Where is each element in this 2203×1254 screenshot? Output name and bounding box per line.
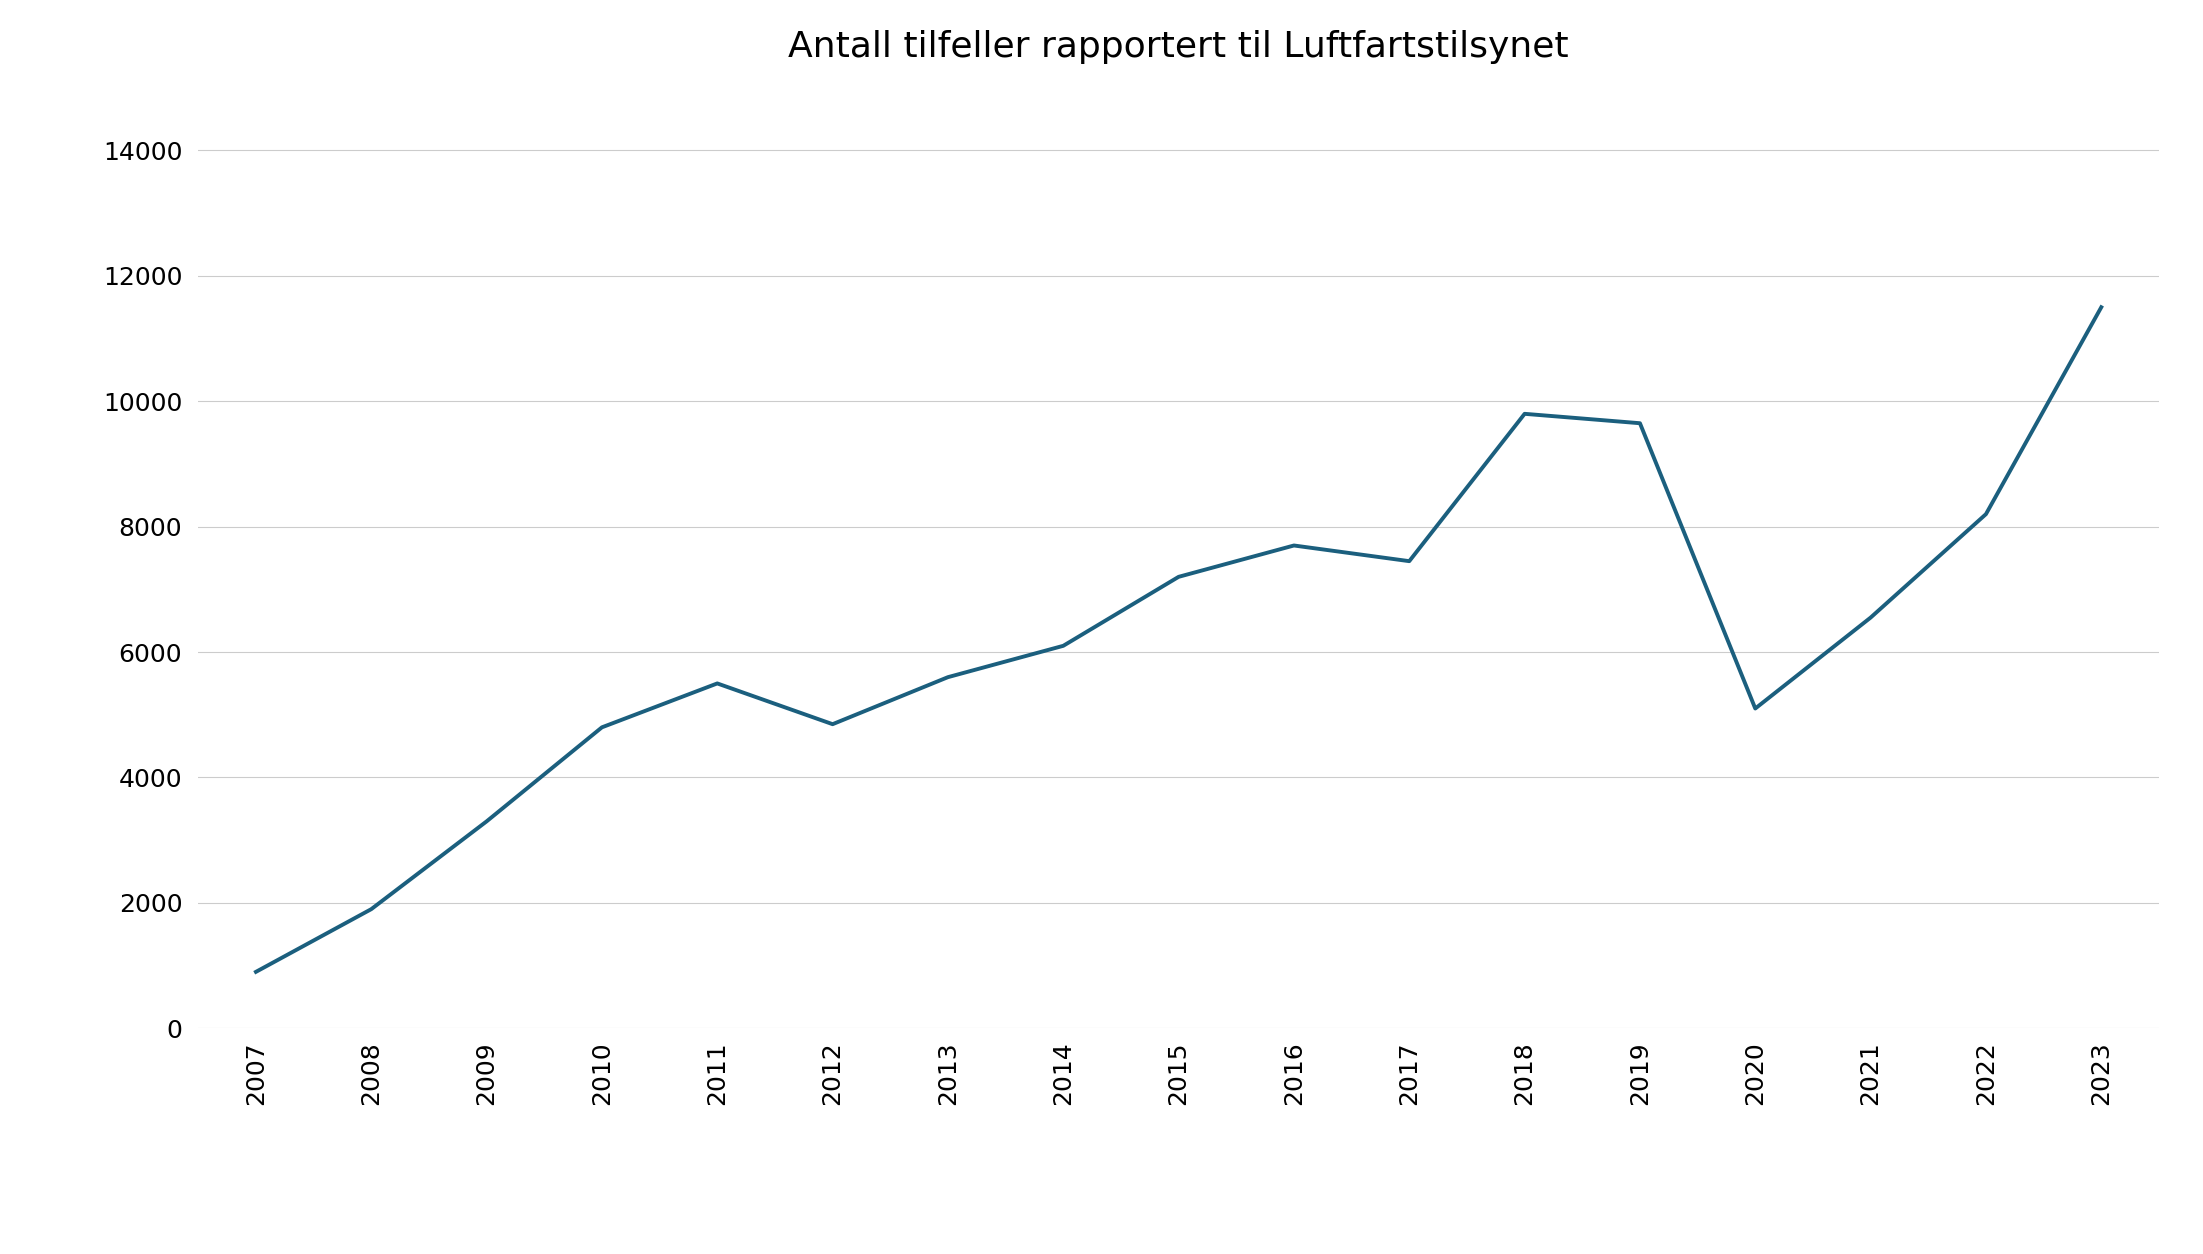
Title: Antall tilfeller rapportert til Luftfartstilsynet: Antall tilfeller rapportert til Luftfart… bbox=[789, 30, 1569, 64]
